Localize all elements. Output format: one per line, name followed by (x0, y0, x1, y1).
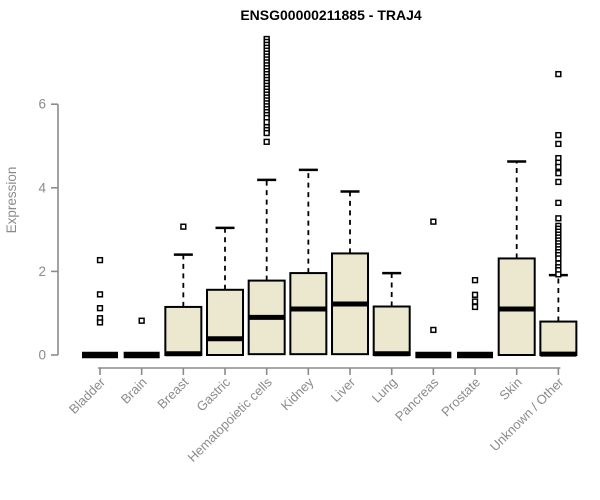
outlier-point (555, 199, 562, 206)
x-tick-label: Pancreas (392, 374, 442, 424)
outlier-point (555, 163, 562, 171)
box (539, 320, 578, 356)
outlier-point (180, 223, 187, 230)
x-tick-label: Skin (496, 375, 524, 403)
y-tick-label: 4 (38, 180, 46, 195)
outlier-point (555, 170, 562, 177)
x-tick-label: Kidney (278, 374, 317, 413)
x-tick-label: Prostate (438, 375, 483, 420)
y-tick-label: 6 (38, 97, 46, 112)
box (164, 305, 203, 356)
outlier-point (555, 178, 562, 186)
x-tick-label: Gastric (193, 374, 233, 414)
x-tick-label: Breast (154, 374, 191, 411)
outlier-point (96, 291, 104, 298)
box (206, 288, 245, 356)
outlier-point (555, 215, 562, 222)
outlier-point (96, 319, 104, 326)
x-tick-label: Brain (118, 375, 150, 407)
collapsed-box (415, 351, 452, 359)
x-tick-label: Liver (328, 374, 359, 405)
y-tick-label: 0 (38, 348, 46, 363)
outlier-point (555, 70, 562, 78)
outlier-point (471, 291, 479, 298)
outlier-point (430, 218, 437, 225)
collapsed-box (82, 351, 118, 359)
x-tick-label: Lung (369, 375, 400, 406)
outlier-point (263, 138, 270, 145)
chart-title: ENSG00000211885 - TRAJ4 (240, 7, 422, 23)
y-tick-label: 2 (38, 264, 46, 279)
outlier-point (471, 298, 479, 305)
outlier-point (96, 256, 104, 264)
outlier-point (138, 317, 145, 324)
box (372, 305, 411, 356)
outlier-point (555, 255, 562, 262)
x-tick-label: Unknown / Other (487, 374, 567, 454)
outlier-point (471, 277, 479, 284)
outlier-point (263, 129, 270, 137)
outlier-point (555, 131, 562, 139)
box (289, 272, 328, 356)
outlier-point (96, 305, 104, 312)
outlier-point (263, 119, 270, 126)
outlier-point (555, 271, 562, 278)
y-axis-title: Expression (4, 167, 19, 234)
collapsed-box (123, 351, 160, 359)
collapsed-box (457, 351, 494, 359)
outlier-point (430, 326, 437, 334)
x-tick-label: Bladder (66, 374, 109, 417)
outlier-point (471, 303, 479, 311)
outlier-point (555, 140, 562, 148)
